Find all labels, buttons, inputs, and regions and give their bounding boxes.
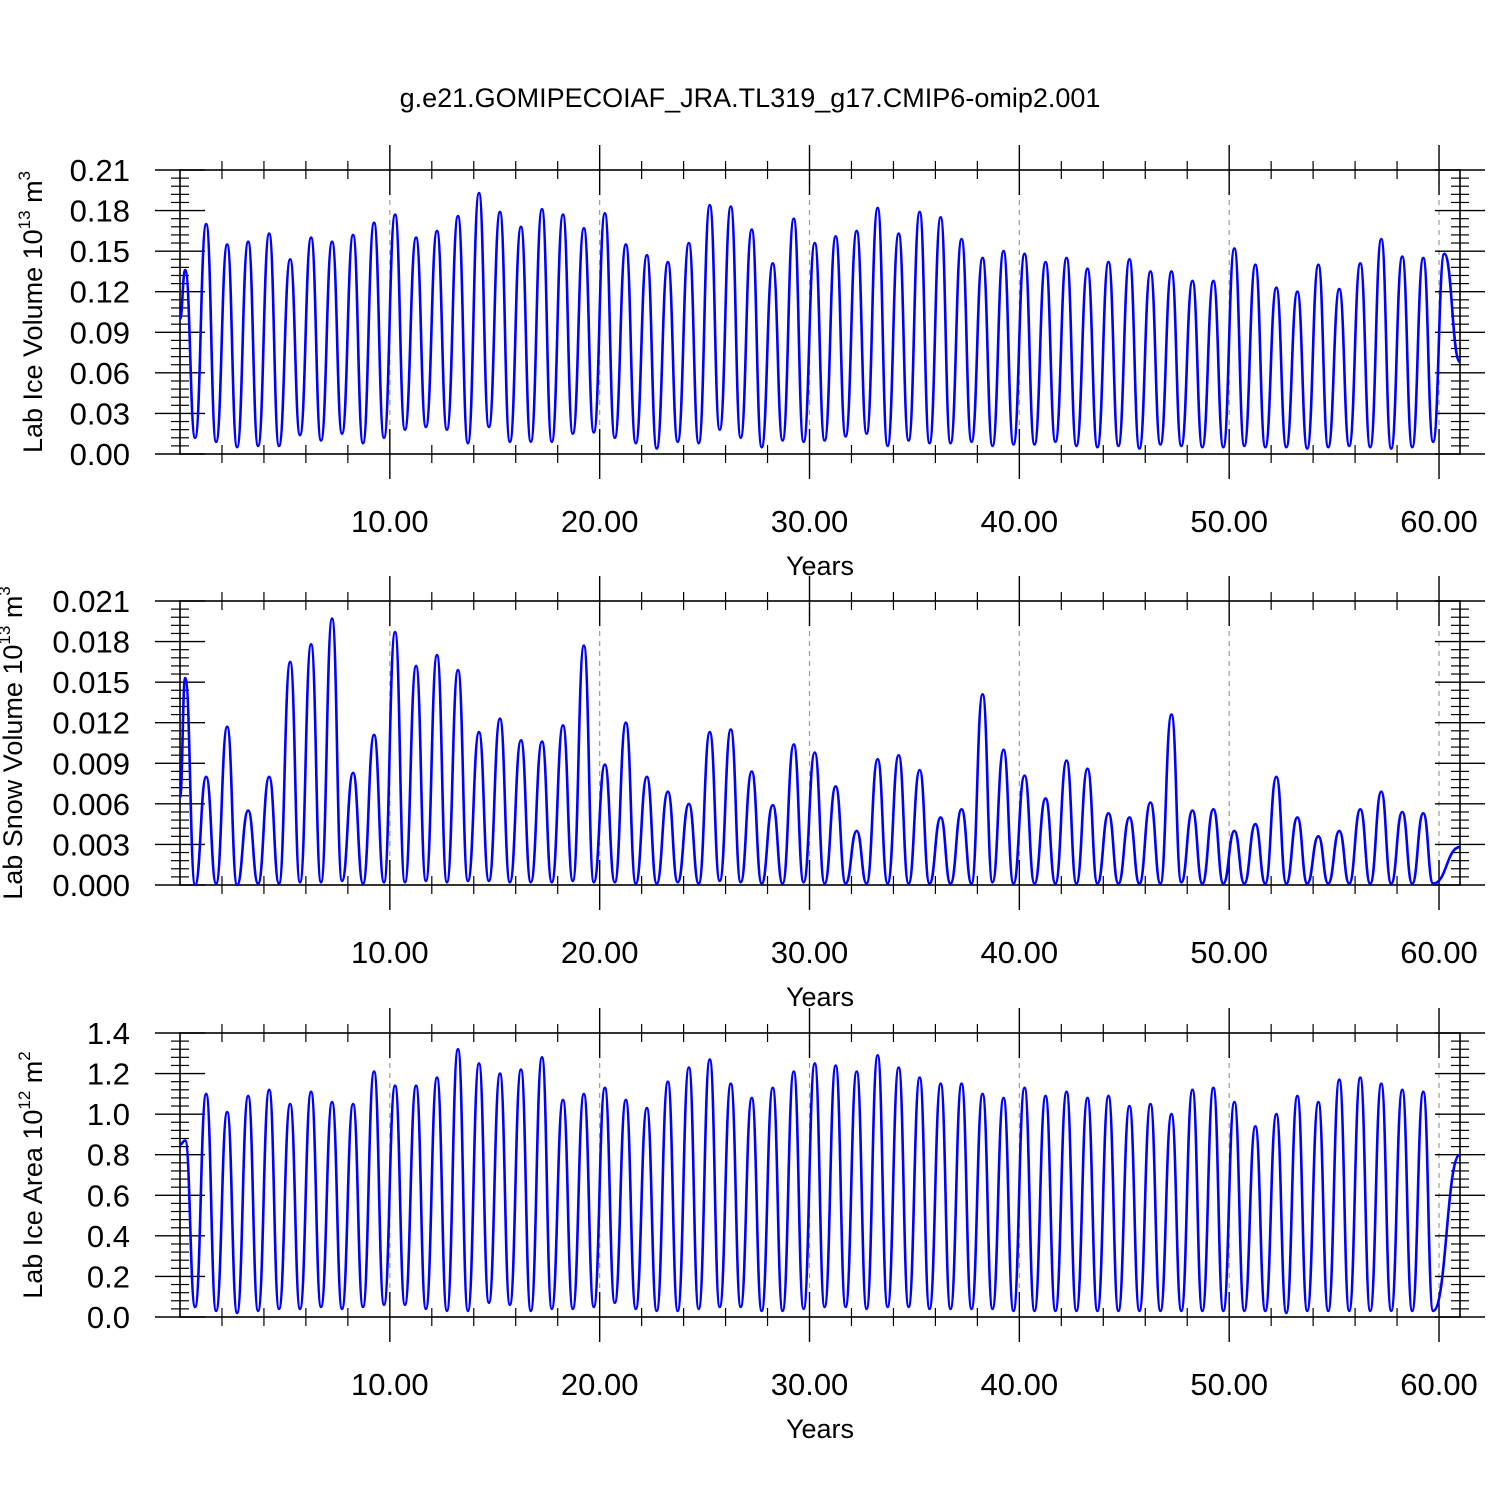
y-axis-label: Lab Ice Volume 1013 m3 <box>15 171 48 453</box>
x-tick-label: 30.00 <box>771 1367 849 1402</box>
y-tick-label: 0.000 <box>52 868 130 903</box>
y-axis-label-unit-exponent: 3 <box>15 171 34 180</box>
y-axis-label-base: Lab Ice Volume 10 <box>18 229 48 453</box>
y-tick-label: 0.18 <box>70 194 130 229</box>
y-axis-label-unit-exponent: 3 <box>0 586 14 595</box>
y-axis-label-base: Lab Snow Volume 10 <box>0 645 28 900</box>
series-line <box>178 191 1462 450</box>
y-tick-label: 1.2 <box>87 1057 130 1092</box>
y-tick-label: 0.00 <box>70 437 130 472</box>
y-axis-label-exponent: 13 <box>15 210 34 229</box>
x-tick-label: 20.00 <box>561 935 639 970</box>
y-tick-label: 0.6 <box>87 1178 130 1213</box>
x-tick-label: 10.00 <box>351 1367 429 1402</box>
x-tick-label: 60.00 <box>1400 935 1478 970</box>
y-tick-label: 0.006 <box>52 787 130 822</box>
y-axis-label: Lab Snow Volume 1013 m3 <box>0 586 28 900</box>
x-tick-label: 60.00 <box>1400 1367 1478 1402</box>
x-axis-label: Years <box>786 982 854 1012</box>
x-tick-label: 10.00 <box>351 504 429 539</box>
series-line <box>179 1047 1462 1315</box>
x-tick-label: 30.00 <box>771 504 849 539</box>
y-tick-label: 0.06 <box>70 356 130 391</box>
y-tick-label: 0.009 <box>52 746 130 781</box>
figure-title: g.e21.GOMIPECOIAF_JRA.TL319_g17.CMIP6-om… <box>400 83 1101 113</box>
y-tick-label: 0.015 <box>52 665 130 700</box>
y-tick-label: 0.4 <box>87 1219 130 1254</box>
x-tick-label: 20.00 <box>561 1367 639 1402</box>
y-axis-label-base: Lab Ice Area 10 <box>18 1110 48 1299</box>
y-tick-label: 0.21 <box>70 153 130 188</box>
x-tick-label: 40.00 <box>981 1367 1059 1402</box>
x-tick-label: 50.00 <box>1190 1367 1268 1402</box>
plot-frame <box>179 169 1461 455</box>
chart-panel-2: 10.00 20.00 30.00 40.00 50.00 60.00 0.000 0.003… <box>0 576 1485 1012</box>
y-tick-label: 1.4 <box>87 1016 130 1051</box>
y-tick-label: 0.03 <box>70 396 130 431</box>
x-tick-label: 40.00 <box>981 504 1059 539</box>
y-axis-label: Lab Ice Area 1012 m2 <box>15 1051 48 1299</box>
x-tick-label: 20.00 <box>561 504 639 539</box>
y-tick-label: 0.018 <box>52 625 130 660</box>
chart-panels: 10.00 20.00 30.00 40.00 50.00 60.000.000.030.… <box>0 145 1485 1444</box>
y-tick-label: 0.15 <box>70 234 130 269</box>
x-tick-label: 50.00 <box>1190 935 1268 970</box>
y-tick-label: 1.0 <box>87 1097 130 1132</box>
x-tick-label: 40.00 <box>981 935 1059 970</box>
y-axis-label-exponent: 12 <box>15 1091 34 1110</box>
plot-frame <box>179 600 1461 886</box>
y-tick-label: 0.8 <box>87 1138 130 1173</box>
y-tick-label: 0.021 <box>52 584 130 619</box>
y-axis-label-exponent: 13 <box>0 626 14 645</box>
y-tick-label: 0.003 <box>52 827 130 862</box>
y-axis-label-unit: m <box>18 1061 48 1091</box>
y-tick-label: 0.2 <box>87 1259 130 1294</box>
x-tick-label: 10.00 <box>351 935 429 970</box>
plot-frame <box>179 1032 1461 1318</box>
y-tick-label: 0.09 <box>70 315 130 350</box>
y-tick-label: 0.12 <box>70 275 130 310</box>
y-tick-label: 0.012 <box>52 706 130 741</box>
chart-panel-1: 10.00 20.00 30.00 40.00 50.00 60.00 0.00 0.03 0.… <box>15 145 1485 581</box>
y-axis-label-unit: m <box>18 180 48 210</box>
y-axis-label-unit-exponent: 2 <box>15 1051 34 1060</box>
x-axis-label: Years <box>786 551 854 581</box>
x-tick-label: 50.00 <box>1190 504 1268 539</box>
chart-panel-3: 10.00 20.00 30.00 40.00 50.00 60.00 0.0 0.2 0.4 0… <box>15 1008 1485 1444</box>
series-line <box>178 617 1461 887</box>
y-axis-label-unit: m <box>0 596 28 626</box>
x-axis-label: Years <box>786 1414 854 1444</box>
y-tick-label: 0.0 <box>87 1300 130 1335</box>
x-tick-label: 30.00 <box>771 935 849 970</box>
x-tick-label: 60.00 <box>1400 504 1478 539</box>
